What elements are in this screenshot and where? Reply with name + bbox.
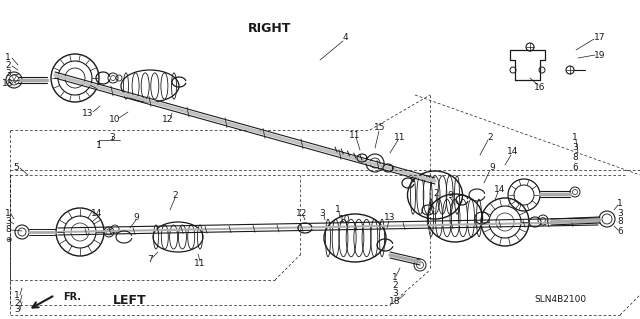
Text: 17: 17 (595, 33, 605, 42)
Text: 10: 10 (339, 216, 351, 225)
Text: 13: 13 (83, 109, 93, 118)
Text: 1: 1 (5, 54, 11, 63)
Text: 7: 7 (147, 256, 153, 264)
Text: 12: 12 (163, 115, 173, 124)
Text: 4: 4 (342, 33, 348, 42)
Text: 3: 3 (109, 133, 115, 143)
Text: 14: 14 (92, 209, 102, 218)
Text: 18: 18 (389, 298, 401, 307)
Text: 2: 2 (433, 189, 439, 197)
Text: 10: 10 (109, 115, 121, 124)
Text: 2: 2 (392, 281, 398, 291)
Text: 14: 14 (494, 186, 506, 195)
Text: 3: 3 (392, 290, 398, 299)
Text: 1: 1 (5, 210, 11, 219)
Text: 2: 2 (14, 299, 20, 308)
Text: 9: 9 (133, 213, 139, 222)
Text: 3: 3 (572, 144, 578, 152)
Text: 12: 12 (296, 209, 308, 218)
Text: 3: 3 (14, 306, 20, 315)
Text: 8: 8 (572, 153, 578, 162)
Text: 3: 3 (617, 209, 623, 218)
Text: 13: 13 (384, 213, 396, 222)
Text: 2: 2 (5, 62, 11, 70)
Text: 14: 14 (508, 147, 518, 157)
Text: 2: 2 (172, 191, 178, 201)
Text: 18: 18 (3, 78, 13, 87)
Text: 11: 11 (394, 133, 406, 143)
Text: 3: 3 (319, 209, 325, 218)
Text: FR.: FR. (63, 292, 81, 302)
Text: SLN4B2100: SLN4B2100 (534, 295, 586, 305)
Text: 1: 1 (572, 133, 578, 143)
Text: 19: 19 (595, 50, 605, 60)
Text: 11: 11 (349, 130, 361, 139)
Text: 5: 5 (13, 164, 19, 173)
Text: 2: 2 (487, 133, 493, 143)
Text: 9: 9 (489, 164, 495, 173)
Text: 6: 6 (617, 226, 623, 235)
Text: LEFT: LEFT (113, 293, 147, 307)
Text: RIGHT: RIGHT (248, 21, 292, 34)
Text: 1: 1 (392, 273, 398, 283)
Text: 1: 1 (617, 199, 623, 209)
Text: 6: 6 (572, 164, 578, 173)
Text: 15: 15 (374, 123, 386, 132)
Text: 3: 3 (5, 218, 11, 226)
Text: 1: 1 (14, 291, 20, 300)
Text: 8: 8 (5, 226, 11, 234)
Text: ⊕: ⊕ (5, 235, 11, 244)
Text: 8: 8 (617, 218, 623, 226)
Text: 1: 1 (335, 205, 341, 214)
Text: 9: 9 (447, 190, 453, 199)
Text: 11: 11 (195, 258, 205, 268)
Text: 1: 1 (96, 142, 102, 151)
Text: 3: 3 (5, 70, 11, 78)
Text: 16: 16 (534, 84, 546, 93)
